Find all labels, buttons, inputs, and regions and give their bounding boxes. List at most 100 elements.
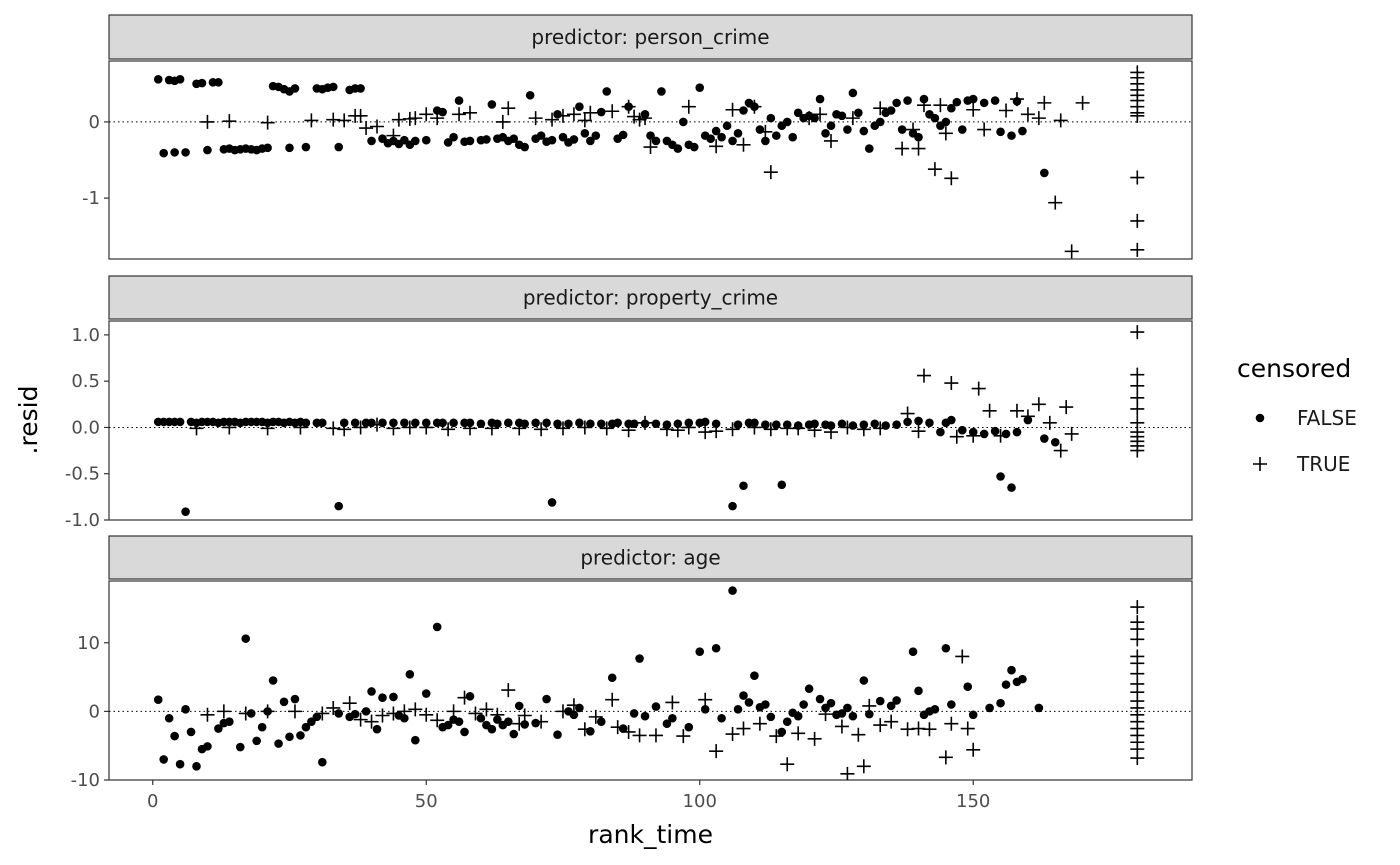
point-censored-true bbox=[337, 113, 352, 128]
point-censored-true bbox=[430, 713, 445, 728]
point-censored-false bbox=[859, 126, 869, 136]
point-censored-false bbox=[564, 419, 573, 429]
point-censored-false bbox=[175, 759, 185, 769]
point-censored-false bbox=[673, 144, 683, 153]
legend-label: FALSE bbox=[1297, 406, 1357, 430]
point-censored-false bbox=[350, 709, 360, 719]
point-censored-false bbox=[263, 143, 272, 153]
point-censored-true bbox=[840, 420, 855, 435]
point-censored-true bbox=[1130, 242, 1145, 257]
point-censored-false bbox=[596, 107, 606, 117]
point-censored-false bbox=[318, 418, 327, 428]
point-censored-false bbox=[334, 501, 344, 511]
point-censored-false bbox=[728, 586, 737, 595]
point-censored-false bbox=[569, 710, 579, 720]
point-censored-false bbox=[875, 696, 885, 706]
point-censored-false bbox=[285, 732, 294, 742]
point-censored-true bbox=[621, 99, 636, 114]
point-censored-false bbox=[454, 717, 464, 726]
point-censored-false bbox=[684, 722, 694, 732]
point-censored-false bbox=[607, 673, 617, 683]
point-censored-true bbox=[938, 126, 953, 141]
point-censored-true bbox=[725, 102, 740, 117]
point-censored-false bbox=[279, 697, 289, 707]
point-censored-false bbox=[826, 121, 836, 131]
point-censored-false bbox=[290, 694, 300, 704]
point-censored-true bbox=[1031, 111, 1046, 126]
point-censored-true bbox=[802, 111, 817, 126]
point-censored-false bbox=[750, 671, 759, 680]
point-censored-true bbox=[260, 704, 275, 719]
point-censored-false bbox=[864, 709, 874, 719]
point-censored-false bbox=[711, 126, 721, 136]
point-censored-true bbox=[605, 692, 620, 707]
point-censored-false bbox=[990, 96, 1000, 105]
point-censored-false bbox=[586, 419, 595, 429]
panel-points bbox=[153, 586, 1145, 780]
point-censored-true bbox=[353, 712, 368, 727]
point-censored-false bbox=[979, 429, 989, 439]
point-censored-false bbox=[400, 418, 409, 428]
point-censored-true bbox=[736, 721, 751, 736]
point-censored-true bbox=[676, 729, 691, 744]
point-censored-false bbox=[509, 729, 519, 739]
point-censored-false bbox=[925, 418, 934, 428]
point-censored-true bbox=[353, 108, 368, 123]
point-censored-false bbox=[629, 709, 639, 718]
point-censored-true bbox=[851, 727, 866, 742]
point-censored-false bbox=[367, 136, 376, 146]
point-censored-true bbox=[769, 729, 784, 744]
point-censored-true bbox=[709, 744, 724, 759]
point-censored-true bbox=[353, 420, 368, 435]
point-censored-true bbox=[1053, 443, 1068, 458]
point-censored-false bbox=[711, 419, 721, 429]
point-censored-false bbox=[739, 106, 748, 115]
point-censored-true bbox=[824, 133, 838, 148]
point-censored-false bbox=[268, 676, 278, 685]
point-censored-true bbox=[709, 139, 724, 154]
point-censored-false bbox=[657, 87, 666, 96]
point-censored-false bbox=[591, 131, 601, 140]
point-censored-false bbox=[662, 719, 672, 729]
point-censored-true bbox=[419, 707, 434, 722]
point-censored-true bbox=[966, 428, 981, 443]
point-censored-true bbox=[386, 128, 401, 143]
point-censored-true bbox=[916, 368, 931, 383]
point-censored-false bbox=[285, 143, 294, 153]
point-censored-true bbox=[884, 714, 899, 729]
point-censored-true bbox=[993, 428, 1008, 443]
point-censored-false bbox=[859, 676, 869, 685]
point-censored-true bbox=[337, 422, 352, 437]
point-censored-false bbox=[963, 682, 973, 691]
point-censored-false bbox=[547, 498, 557, 507]
point-censored-true bbox=[517, 708, 532, 723]
point-censored-true bbox=[949, 429, 964, 444]
point-censored-false bbox=[892, 98, 901, 108]
point-censored-false bbox=[968, 94, 978, 104]
point-censored-true bbox=[610, 720, 625, 735]
point-censored-true bbox=[1130, 751, 1145, 766]
point-censored-true bbox=[545, 112, 560, 127]
point-censored-false bbox=[509, 134, 519, 143]
point-censored-false bbox=[536, 131, 546, 140]
point-censored-false bbox=[766, 712, 776, 722]
point-censored-false bbox=[503, 717, 513, 726]
point-censored-true bbox=[1130, 170, 1145, 185]
point-censored-false bbox=[886, 701, 896, 711]
point-censored-true bbox=[577, 113, 592, 128]
point-censored-false bbox=[761, 420, 770, 429]
point-censored-false bbox=[1012, 427, 1022, 437]
point-censored-false bbox=[996, 472, 1005, 481]
facet-panel: predictor: property_crime -1.0 -0.5 0.0 0.5 1… bbox=[65, 275, 1193, 531]
point-censored-false bbox=[843, 125, 852, 134]
point-censored-false bbox=[443, 720, 453, 730]
point-censored-false bbox=[214, 724, 223, 733]
point-censored-true bbox=[370, 417, 385, 432]
point-censored-false bbox=[914, 686, 923, 696]
point-censored-false bbox=[646, 131, 655, 140]
point-censored-true bbox=[1020, 409, 1035, 424]
panel-border bbox=[108, 580, 1193, 781]
point-censored-true bbox=[605, 104, 620, 119]
point-censored-true bbox=[873, 101, 888, 116]
